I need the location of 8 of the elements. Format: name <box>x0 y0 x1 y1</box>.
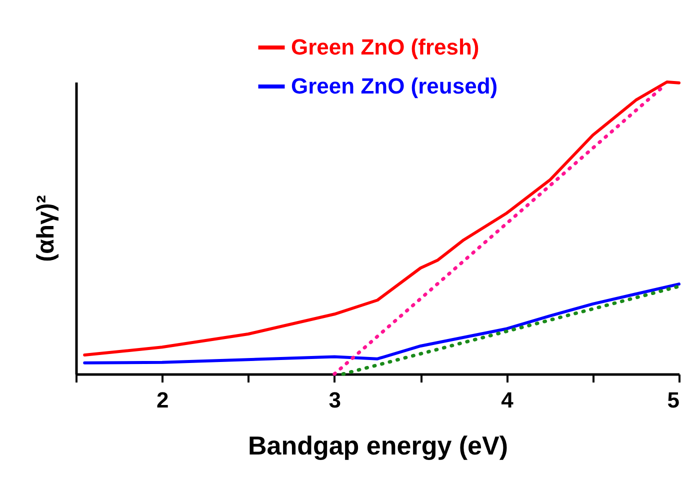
x-tick-label: 4 <box>501 388 514 412</box>
legend-label: Green ZnO (fresh) <box>291 34 480 60</box>
x-tick-label: 2 <box>156 388 169 412</box>
y-axis-title: (αhγ)² <box>32 195 60 262</box>
x-axis-title: Bandgap energy (eV) <box>248 430 508 460</box>
x-tick-label: 3 <box>328 388 342 412</box>
x-tick-label: 5 <box>667 388 680 412</box>
legend-label: Green ZnO (reused) <box>291 74 498 98</box>
